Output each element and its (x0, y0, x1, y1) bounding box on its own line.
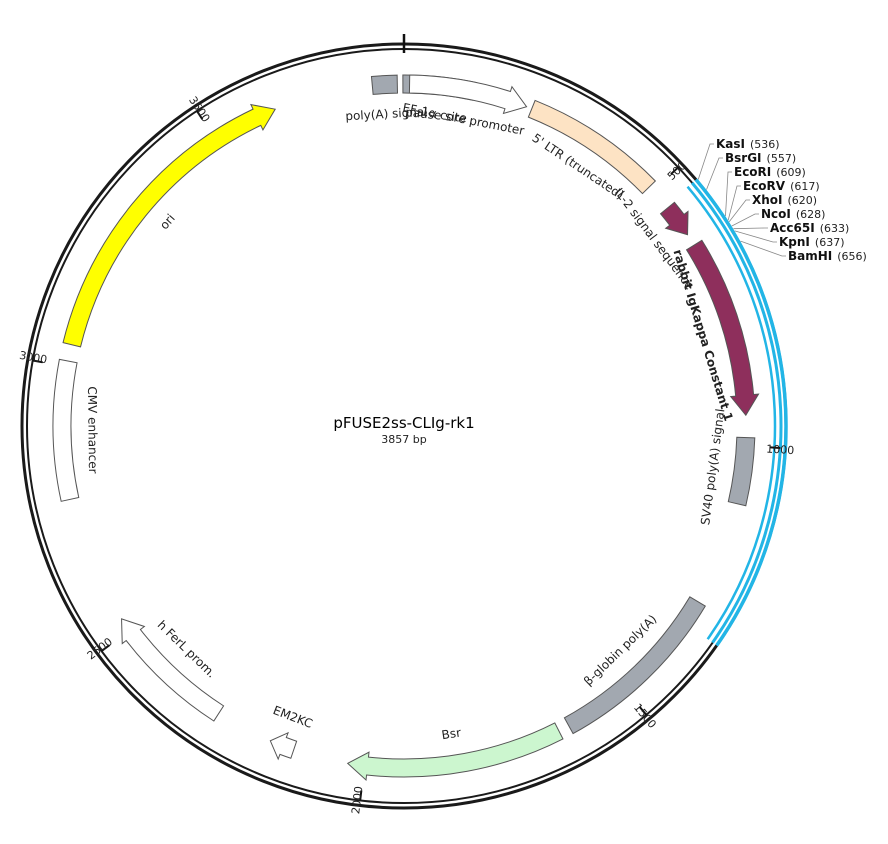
ori-label: ori (157, 211, 178, 232)
5-ltr-truncated-feature (527, 99, 657, 195)
em2kc-label: EM2KC (271, 703, 314, 731)
beta-globin-polya-feature (563, 596, 706, 735)
highlight-region-outer (694, 178, 788, 647)
site-leader-line (697, 143, 714, 180)
il2-signal-sequence-feature (659, 201, 689, 236)
site-name: EcoRI (734, 165, 771, 179)
site-leader-line (727, 185, 741, 221)
tick-mark (670, 166, 679, 175)
site-position: (637) (815, 236, 845, 249)
site-name: EcoRV (743, 179, 786, 193)
pause-site-label: pause site (405, 105, 468, 125)
site-leader-line (706, 157, 723, 190)
site-name: KpnI (779, 235, 810, 249)
site-position: (656) (837, 250, 867, 263)
ori-feature (62, 103, 277, 348)
site-position: (609) (776, 166, 806, 179)
tick-mark (32, 359, 43, 364)
highlight-region-inner (690, 181, 783, 644)
site-leader-line (731, 213, 759, 227)
site-position: (628) (796, 208, 826, 221)
tick-mark (639, 706, 648, 716)
tick-label: 500 (665, 159, 689, 183)
em2kc-feature (269, 731, 298, 761)
site-name: BamHI (788, 249, 832, 263)
cmv-enhancer-feature (52, 358, 80, 502)
bsr-label: Bsr (441, 725, 462, 742)
h-ferl-prom-feature (121, 618, 225, 722)
tick-mark (100, 644, 111, 652)
site-position: (557) (767, 152, 797, 165)
site-position: (633) (820, 222, 850, 235)
site-position: (620) (788, 194, 818, 207)
tick-mark (196, 110, 204, 120)
site-name: XhoI (752, 193, 783, 207)
ef1a-core-promoter-feature (408, 74, 528, 115)
sv40-polya-signal-feature (727, 436, 756, 507)
tick-label: 3000 (18, 349, 48, 367)
tick-label: 1000 (766, 443, 795, 458)
tick-mark (359, 790, 363, 801)
site-leader-line (740, 240, 786, 257)
site-name: BsrGI (725, 151, 762, 165)
site-name: KasI (716, 137, 745, 151)
site-position: (536) (750, 138, 780, 151)
polya-signal-label: poly(A) signal (345, 105, 428, 124)
site-leader-line (728, 199, 750, 223)
bsr-feature (346, 722, 564, 782)
rabbit-igkappa-constant-1-feature (685, 239, 760, 417)
tick-mark (770, 446, 781, 449)
sv40-polya-signal-label: SV40 poly(A) signal (698, 408, 727, 526)
site-leader-line (733, 227, 768, 230)
site-leader-line (725, 171, 732, 216)
site-name: NcoI (761, 207, 791, 221)
cmv-enhancer-label: CMV enhancer (85, 386, 100, 473)
site-leader-line (734, 230, 777, 243)
polya-signal-feature (370, 74, 399, 95)
plasmid-name: pFUSE2ss-CLIg-rk1 (333, 414, 474, 432)
site-position: (617) (790, 180, 820, 193)
tick-label: 2000 (349, 785, 365, 814)
highlight-region-band (686, 185, 777, 640)
plasmid-length: 3857 bp (381, 433, 426, 446)
site-name: Acc65I (770, 221, 815, 235)
